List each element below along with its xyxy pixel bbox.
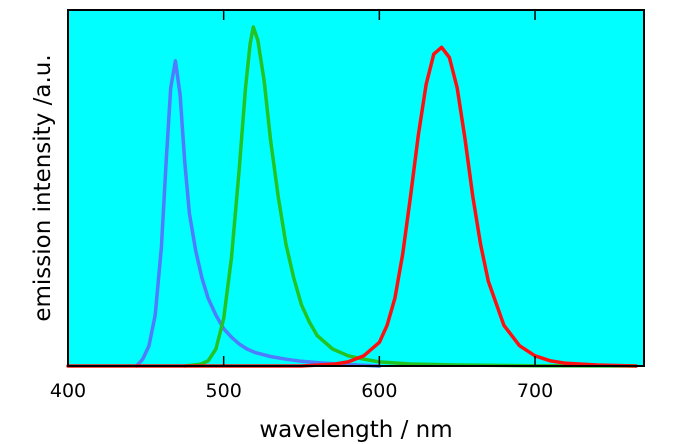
x-axis-label: wavelength / nm bbox=[259, 417, 452, 443]
x-tick-label-400: 400 bbox=[50, 380, 86, 402]
series-red-line bbox=[66, 45, 638, 368]
tick-layer: 400 500 600 700 bbox=[50, 10, 553, 402]
x-tick-label-700: 700 bbox=[517, 380, 553, 402]
series-blue-line bbox=[134, 59, 382, 368]
x-tick-label-500: 500 bbox=[206, 380, 242, 402]
series-layer bbox=[66, 25, 638, 368]
plot-frame bbox=[67, 9, 645, 367]
series-green-line bbox=[183, 25, 638, 368]
y-axis-label: emission intensity /a.u. bbox=[30, 54, 56, 321]
x-tick-label-600: 600 bbox=[361, 380, 397, 402]
